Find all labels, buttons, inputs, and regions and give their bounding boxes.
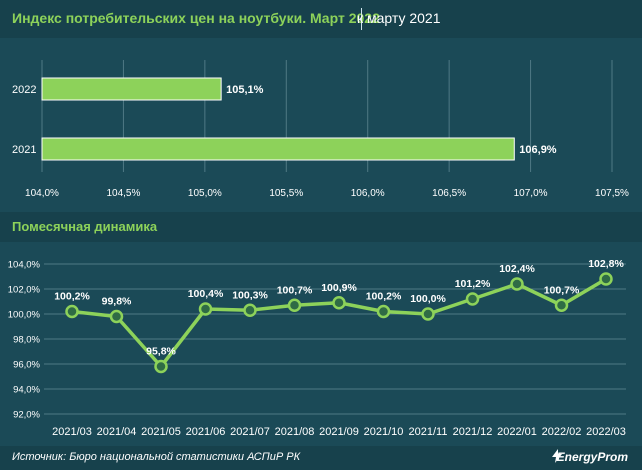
y-category-label: 2021	[12, 144, 36, 156]
data-label: 100,2%	[54, 291, 90, 303]
x-tick-label: 105,5%	[269, 188, 303, 199]
y-tick-label: 94,0%	[13, 385, 40, 396]
header-bar	[0, 0, 642, 38]
data-point	[198, 302, 213, 316]
data-label: 100,0%	[410, 293, 446, 305]
y-tick-label: 92,0%	[13, 410, 40, 421]
data-label: 102,4%	[499, 263, 535, 275]
data-point	[599, 272, 613, 286]
x-tick-label: 106,0%	[351, 188, 385, 199]
data-point	[554, 298, 569, 312]
data-label: 100,9%	[321, 282, 357, 294]
data-point	[109, 309, 124, 324]
section-band	[0, 212, 642, 242]
data-label: 101,2%	[455, 278, 491, 290]
x-tick-label: 107,5%	[595, 188, 629, 199]
x-tick-label: 2021/06	[186, 426, 226, 438]
data-point	[376, 304, 391, 319]
line-chart: 92,0% 94,0% 96,0% 98,0% 100,0% 102,0% 104,0% 10…	[8, 258, 626, 438]
data-point	[332, 296, 346, 310]
x-tick-label: 2021/11	[409, 426, 448, 438]
x-tick-label: 2021/09	[319, 426, 359, 438]
data-point	[287, 298, 302, 312]
data-point	[510, 277, 524, 291]
bar-value-label: 106,9%	[519, 144, 557, 156]
data-label: 100,7%	[544, 284, 580, 296]
data-label: 99,8%	[102, 296, 132, 308]
x-tick-label: 2022/03	[586, 426, 626, 438]
data-label: 100,2%	[366, 291, 402, 303]
section-title: Помесячная динамика	[12, 219, 158, 234]
bar	[41, 77, 222, 101]
x-tick-label: 107,0%	[514, 188, 548, 199]
y-tick-label: 96,0%	[13, 360, 40, 371]
x-tick-label: 2021/10	[364, 426, 404, 438]
bar	[41, 137, 515, 161]
x-tick-label: 2021/04	[97, 426, 137, 438]
y-tick-label: 102,0%	[8, 285, 41, 296]
chart-subtitle: к марту 2021	[357, 10, 441, 26]
x-tick-label: 2022/02	[542, 426, 582, 438]
y-tick-label: 100,0%	[8, 310, 41, 321]
x-tick-label: 2021/08	[275, 426, 315, 438]
data-point	[243, 303, 257, 317]
title-separator	[361, 8, 362, 30]
x-tick-label: 104,5%	[106, 188, 140, 199]
data-point	[421, 307, 435, 321]
footer-bar	[0, 446, 642, 470]
y-tick-label: 104,0%	[8, 260, 41, 271]
x-tick-label: 106,5%	[432, 188, 466, 199]
data-label: 95,8%	[146, 346, 176, 358]
x-tick-label: 2021/05	[141, 426, 181, 438]
data-point	[154, 359, 168, 374]
data-point	[65, 304, 79, 319]
x-tick-label: 2022/01	[497, 426, 537, 438]
brand-logo: EnergyProm	[556, 450, 628, 464]
x-tick-label: 105,0%	[188, 188, 222, 199]
data-label: 100,4%	[188, 288, 224, 300]
source-note: Источник: Бюро национальной статистики А…	[12, 451, 301, 463]
data-label: 102,8%	[588, 258, 624, 270]
x-tick-label: 2021/03	[52, 426, 92, 438]
y-category-label: 2022	[12, 84, 36, 96]
data-point	[465, 292, 480, 306]
y-tick-label: 98,0%	[13, 335, 40, 346]
data-label: 100,7%	[277, 284, 313, 296]
x-tick-label: 2021/07	[230, 426, 270, 438]
bar-chart: 104,0% 104,5% 105,0% 105,5% 106,0% 106,5% 107,…	[12, 60, 629, 199]
data-label: 100,3%	[232, 289, 268, 301]
lightning-icon	[552, 449, 562, 463]
bar-value-label: 105,1%	[226, 84, 264, 96]
x-tick-label: 104,0%	[25, 188, 59, 199]
chart-title: Индекс потребительских цен на ноутбуки. …	[12, 10, 380, 26]
x-tick-label: 2021/12	[453, 426, 493, 438]
